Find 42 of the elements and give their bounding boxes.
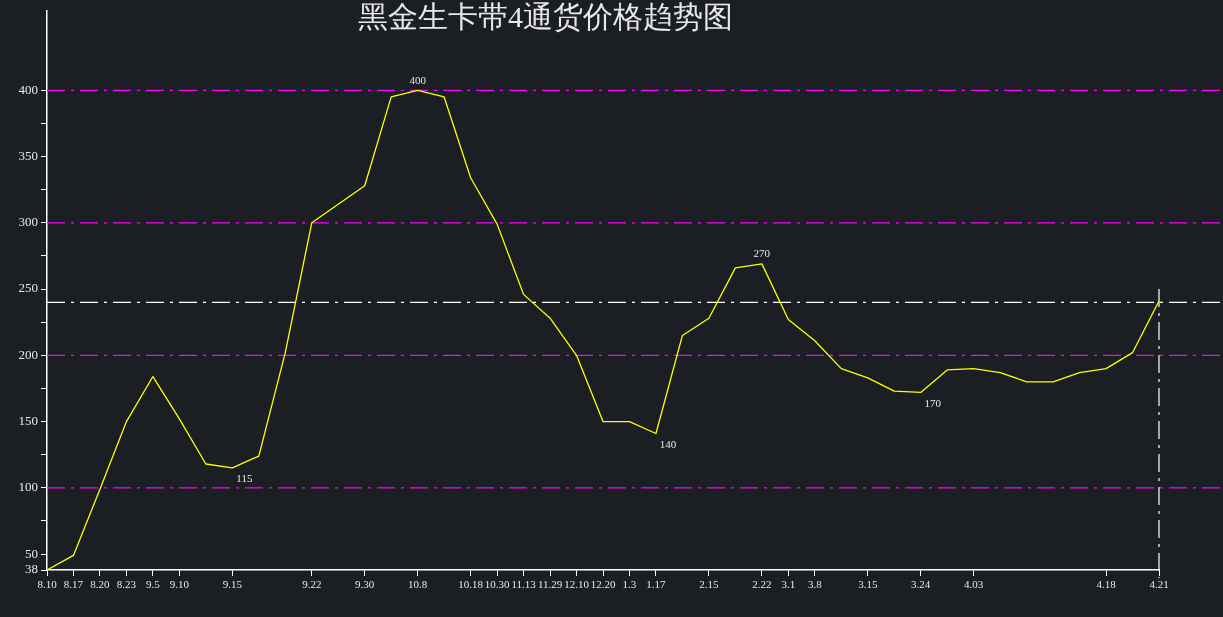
x-tick-label: 3.15 <box>858 578 878 591</box>
x-tick-label: 8.23 <box>116 578 137 591</box>
x-tick-label: 12.10 <box>564 578 590 591</box>
x-tick-label: 12.20 <box>590 578 616 591</box>
x-tick-label: 9.30 <box>355 578 375 591</box>
x-tick-label: 2.22 <box>752 578 772 591</box>
x-tick-label: 10.8 <box>408 578 428 591</box>
annotation: 400 <box>409 73 427 86</box>
x-tick-label: 9.15 <box>222 578 243 591</box>
x-tick-label: 1.17 <box>646 578 667 591</box>
y-tick-label: 350 <box>18 147 38 163</box>
x-tick-label: 8.10 <box>37 578 58 591</box>
annotation: 140 <box>659 437 677 450</box>
x-tick-label: 4.21 <box>1149 578 1169 591</box>
y-tick-label: 300 <box>18 214 38 230</box>
x-tick-label: 3.1 <box>781 578 796 591</box>
x-tick-label: 8.20 <box>90 578 111 591</box>
annotation: 115 <box>236 472 253 485</box>
x-tick-label: 9.5 <box>146 578 161 591</box>
x-tick-label: 11.13 <box>511 578 537 591</box>
x-tick-label: 9.10 <box>169 578 190 591</box>
x-tick-label: 3.8 <box>807 578 823 591</box>
x-tick-label: 9.22 <box>302 578 322 591</box>
x-tick-label: 11.29 <box>537 578 563 591</box>
x-tick-label: 10.18 <box>458 578 484 591</box>
y-tick-label: 38 <box>25 561 38 577</box>
y-tick-label: 400 <box>18 81 38 97</box>
y-tick-label: 200 <box>18 346 38 362</box>
x-tick-label: 8.17 <box>63 578 84 591</box>
y-tick-label: 150 <box>18 413 38 429</box>
x-tick-label: 1.3 <box>622 578 637 591</box>
x-tick-label: 3.24 <box>911 578 931 591</box>
annotation: 170 <box>924 396 942 409</box>
y-tick-label: 50 <box>25 545 38 561</box>
x-tick-label: 4.18 <box>1096 578 1117 591</box>
y-tick-label: 100 <box>18 479 38 495</box>
x-tick-label: 4.03 <box>964 578 984 591</box>
chart-title: 黑金生卡带4通货价格趋势图 <box>357 0 733 33</box>
x-tick-label: 2.15 <box>699 578 720 591</box>
x-tick-label: 10.30 <box>484 578 510 591</box>
y-tick-label: 250 <box>18 280 38 296</box>
annotation: 270 <box>753 247 771 260</box>
